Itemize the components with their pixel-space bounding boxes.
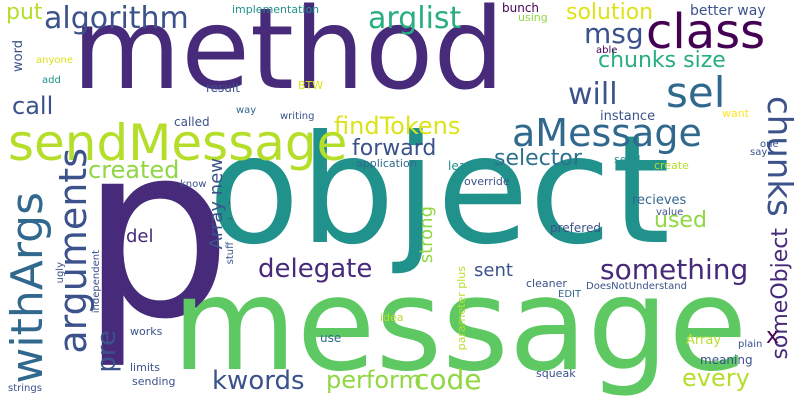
word-result: result <box>206 81 240 95</box>
word-stuff: stuff <box>225 242 236 265</box>
word-something: something <box>600 253 749 286</box>
word-sent: sent <box>474 260 513 281</box>
word-Array-new: Array new <box>206 158 227 250</box>
word-one: one <box>760 139 779 150</box>
word-override: override <box>464 175 510 188</box>
word-chunks-size: chunks size <box>598 48 726 73</box>
word-sel: sel <box>666 68 726 117</box>
word-arguments: arguments <box>51 148 95 354</box>
word-chunks: chunks <box>759 96 799 217</box>
word-solution: solution <box>566 0 654 25</box>
word-recieves: recieves <box>632 193 687 208</box>
word-x: x <box>766 324 780 349</box>
word-better-way: better way <box>690 3 766 19</box>
word-cleaner: cleaner <box>526 277 567 290</box>
word-want: want <box>722 107 750 120</box>
word-aMessage: aMessage <box>512 111 702 155</box>
word-works: works <box>130 325 163 338</box>
word-anyone: anyone <box>36 55 73 66</box>
word-sending: sending <box>132 375 176 388</box>
word-object: object <box>208 104 671 278</box>
word-selector: selector <box>494 146 582 171</box>
word-method: method <box>72 0 505 115</box>
word-message: message <box>172 251 748 400</box>
word-delegate: delegate <box>258 254 373 284</box>
word-meaning: meaning <box>700 353 753 367</box>
word-p: p <box>80 92 233 372</box>
word-created: created <box>88 156 180 184</box>
word-kwords: kwords <box>212 366 305 396</box>
word-code: code <box>414 363 482 396</box>
word-plain: plain <box>738 339 763 350</box>
word-msg: msg <box>584 17 644 50</box>
word-every: every <box>682 364 750 392</box>
word-dash: - <box>228 211 233 225</box>
word-used: used <box>654 208 707 233</box>
word-application: application <box>356 157 417 170</box>
word-writing: writing <box>280 111 315 122</box>
word-idea: idea <box>380 311 404 324</box>
word-limits: limits <box>130 361 160 374</box>
word-arglist: arglist <box>368 1 462 36</box>
word-ugly: ugly <box>55 262 66 284</box>
word-way: way <box>236 105 257 116</box>
word-del: del <box>126 226 154 247</box>
word-perform: perform <box>326 366 422 394</box>
word-forward: forward <box>352 136 437 161</box>
word-implementation: implementation <box>232 3 320 16</box>
word-DoesNotUnderstand: DoesNotUnderstand <box>586 281 687 292</box>
word-strong: strong <box>416 206 437 264</box>
word-use: use <box>320 331 342 345</box>
word-word: word <box>11 40 26 72</box>
word-say: say <box>750 147 768 158</box>
word-value: value <box>656 207 684 218</box>
word-BTW: BTW <box>298 79 324 92</box>
word-algorithm: algorithm <box>44 1 189 36</box>
word-sendMessage: sendMessage <box>8 114 348 172</box>
word-least: least <box>448 159 478 173</box>
word-add: add <box>42 75 61 86</box>
word-able: able <box>596 45 618 56</box>
word-squeak: squeak <box>536 367 576 380</box>
word-call: call <box>12 92 54 120</box>
word-tick: ' <box>228 199 232 213</box>
word-strings: strings <box>8 383 42 394</box>
word-parameter-plus: parameter plus <box>455 266 468 351</box>
word-EDIT: EDIT <box>558 289 582 300</box>
word-will: will <box>568 77 618 112</box>
word-put: put <box>6 0 43 25</box>
word-class: class <box>646 4 766 60</box>
word-pre: pre <box>92 330 122 373</box>
word-called: called <box>174 115 210 129</box>
word-findTokens: findTokens <box>334 112 461 140</box>
word-withArgs: withArgs <box>2 192 53 384</box>
word-send: send <box>614 153 641 166</box>
word-instance: instance <box>600 109 656 124</box>
word-bunch: bunch <box>502 1 540 15</box>
word-know: know <box>180 179 207 190</box>
word-create: create <box>654 159 689 172</box>
word-using: using <box>518 11 548 24</box>
word-independent: independent <box>91 250 102 314</box>
word-prefered: prefered <box>550 221 601 235</box>
word-Array: Array <box>686 333 722 348</box>
